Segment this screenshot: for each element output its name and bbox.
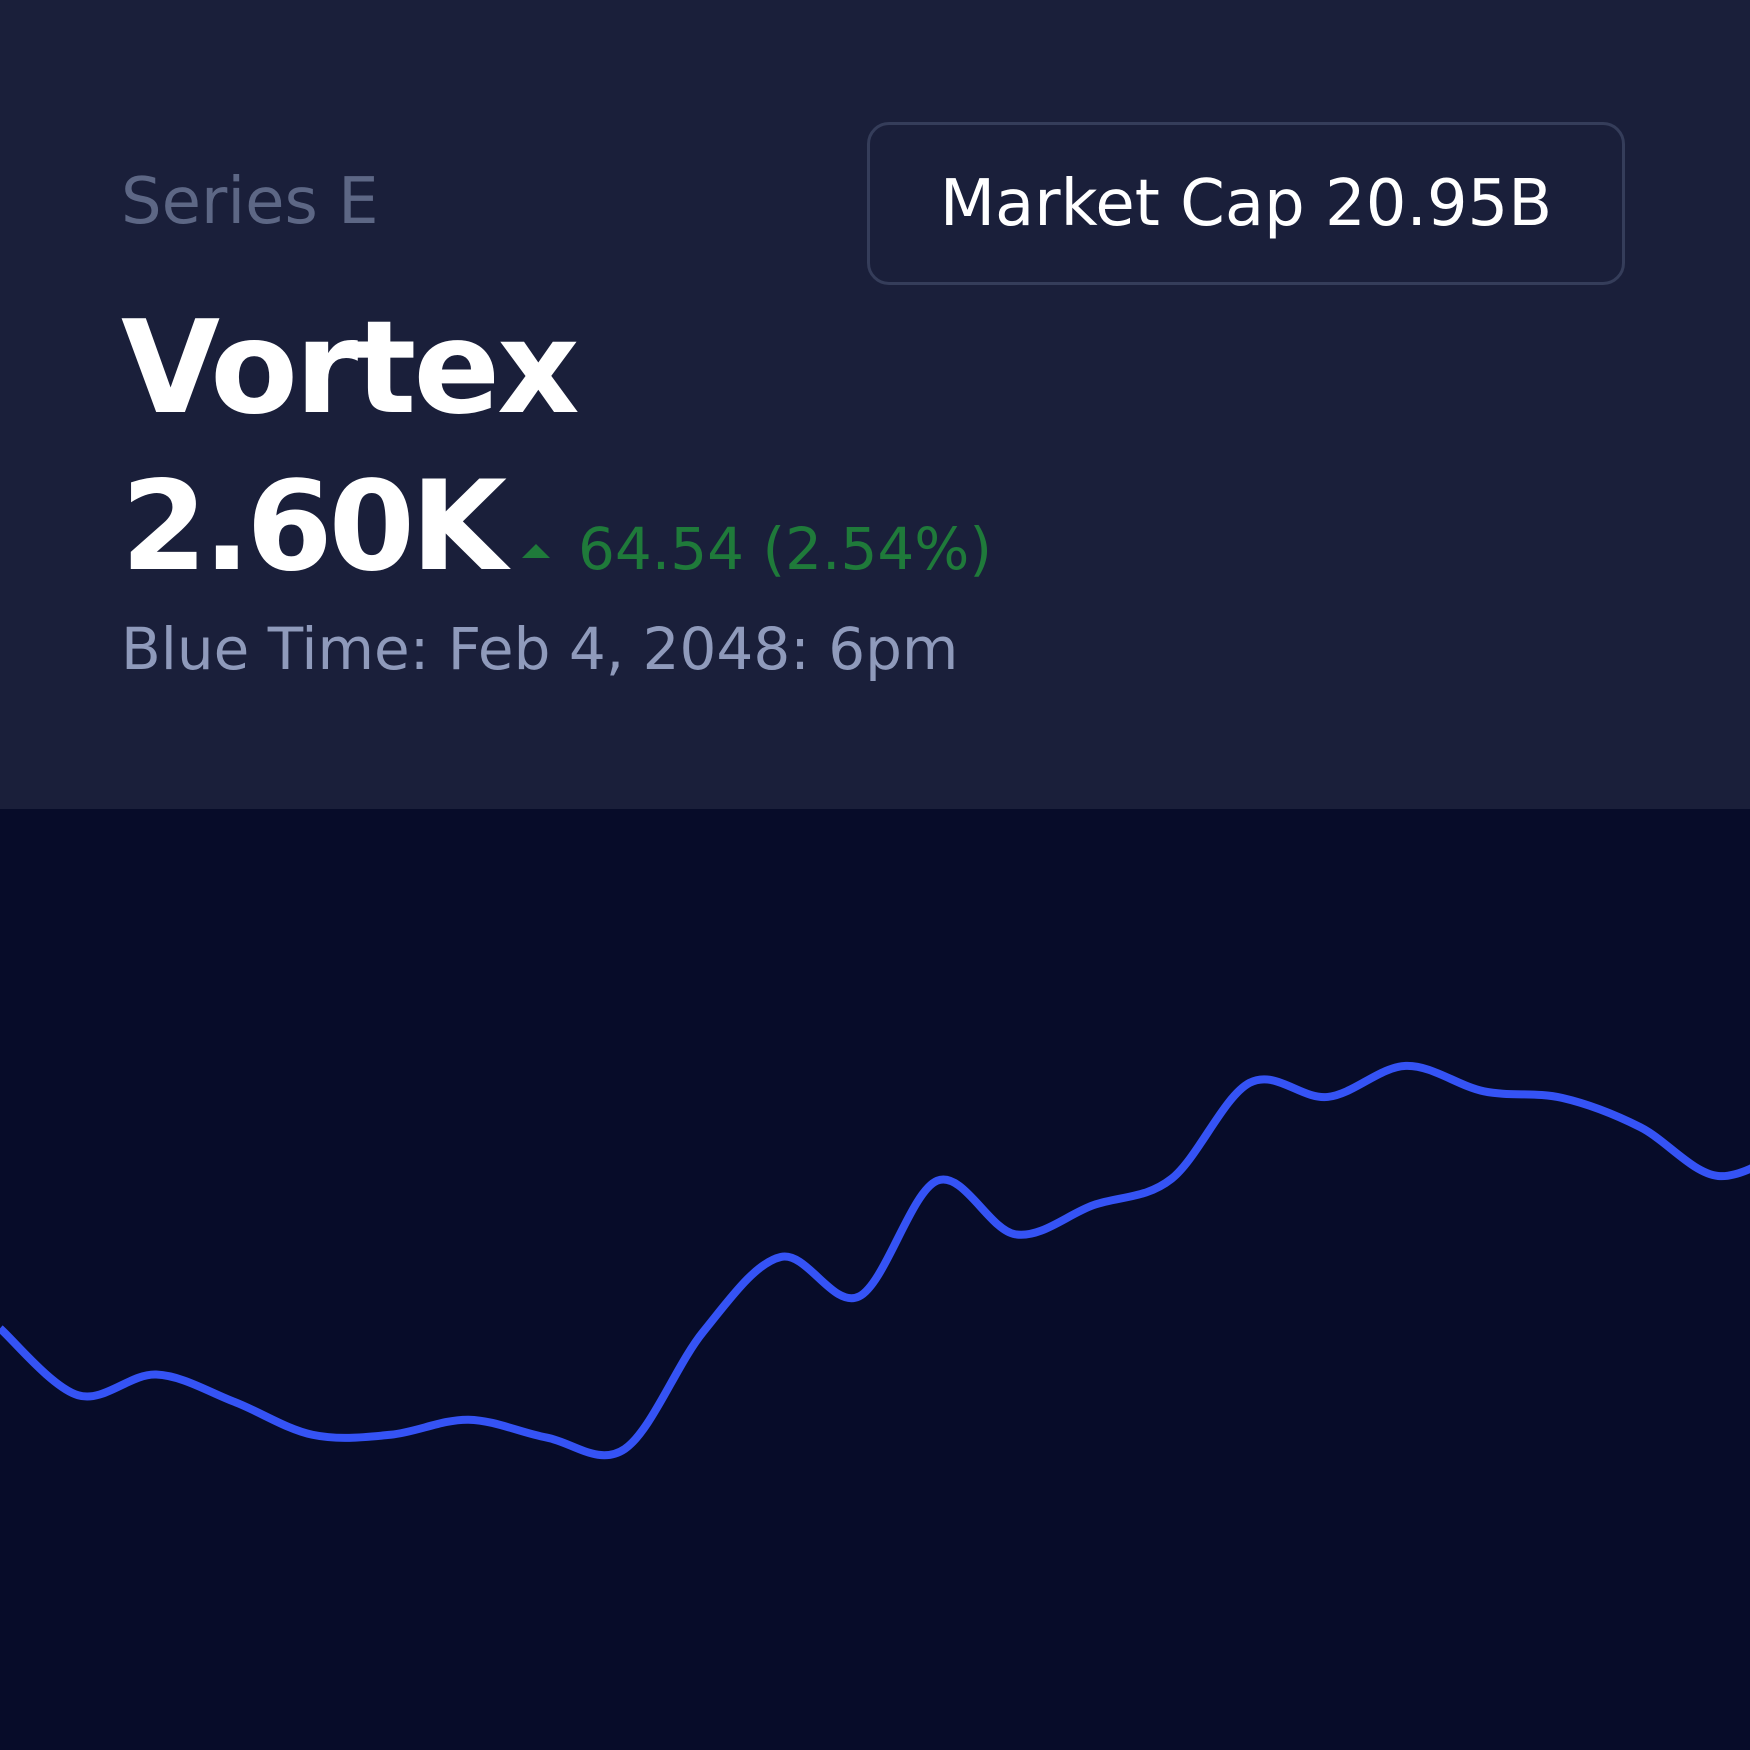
timestamp: Blue Time: Feb 4, 2048: 6pm [121, 620, 958, 678]
price-change: 64.54 (2.54%) [578, 515, 992, 583]
price-line [0, 1061, 1750, 1460]
header-panel: Series E Market Cap 20.95B Vortex 2.60K … [0, 0, 1750, 809]
market-cap-box: Market Cap 20.95B [867, 122, 1625, 285]
market-cap-label: Market Cap [939, 166, 1305, 241]
up-arrow [522, 544, 550, 558]
price: 2.60K [121, 455, 507, 599]
chart [0, 1061, 1750, 1460]
series-label: Series E [121, 165, 379, 239]
asset-name: Vortex [121, 294, 580, 443]
time-value: Feb 4, 2048: 6pm [447, 615, 959, 683]
time-label: Blue Time: [121, 615, 430, 683]
market-cap-value: 20.95B [1325, 166, 1553, 241]
